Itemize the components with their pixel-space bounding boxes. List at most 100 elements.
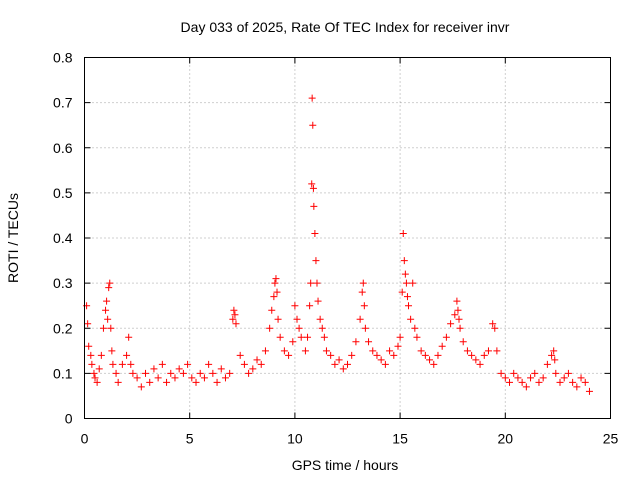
data-point [468,351,476,359]
data-point [289,338,297,346]
data-point [569,378,577,386]
data-point [150,365,158,373]
data-point [360,302,368,310]
y-tick-labels: 0 0.1 0.2 0.3 0.4 0.5 0.6 0.7 0.8 [53,50,73,427]
data-point [506,378,514,386]
data-point [240,360,248,368]
data-point [105,284,113,292]
data-point [411,324,419,332]
data-point [146,378,154,386]
data-point [221,374,229,382]
data-point [394,342,402,350]
data-point [434,351,442,359]
data-point [99,324,107,332]
data-point [236,351,244,359]
data-point [297,333,305,341]
data-point [310,202,318,210]
data-point [522,383,530,391]
y-tick-label: 0.1 [53,365,73,381]
data-point [539,374,547,382]
data-point [447,320,455,328]
data-point [133,374,141,382]
data-point [550,347,558,355]
data-point [142,369,150,377]
data-point [573,383,581,391]
data-point [249,365,257,373]
data-point [304,333,312,341]
data-point [154,374,162,382]
data-point [205,360,213,368]
data-point [514,374,522,382]
data-point [257,360,265,368]
y-tick-label: 0.5 [53,185,73,201]
data-point [426,356,434,364]
data-point [316,315,324,323]
data-point [108,347,116,355]
data-point [184,360,192,368]
data-point [377,356,385,364]
data-point [413,333,421,341]
data-point [230,306,238,314]
data-point [245,369,253,377]
y-tick-label: 0.8 [53,50,73,66]
data-point [564,369,572,377]
data-point [327,351,335,359]
data-point [407,315,415,323]
data-point [301,347,309,355]
data-point [442,333,450,341]
data-point [535,378,543,386]
data-point [97,351,105,359]
data-point [381,360,389,368]
data-point [192,378,200,386]
chart-title: Day 033 of 2025, Rate Of TEC Index for r… [181,19,510,35]
data-point [312,257,320,265]
data-point [358,288,366,296]
y-tick-label: 0.4 [53,230,73,246]
data-point [320,333,328,341]
x-axis-label: GPS time / hours [292,457,399,473]
data-point [200,374,208,382]
data-point [417,347,425,355]
data-point [463,347,471,355]
data-point [314,297,322,305]
data-point [491,324,499,332]
x-tick-label: 5 [186,431,194,447]
data-point [386,347,394,355]
data-point [102,306,110,314]
data-point [585,387,593,395]
data-point [85,342,93,350]
data-point [400,257,408,265]
data-point [309,121,317,129]
x-tick-label: 20 [498,431,514,447]
data-point [276,333,284,341]
data-point [556,378,564,386]
data-point [459,338,467,346]
data-point [188,374,196,382]
data-point [171,374,179,382]
data-point [409,279,417,287]
data-point [104,315,112,323]
data-point [476,360,484,368]
x-tick-labels: 0 5 10 15 20 25 [81,431,619,447]
data-point [560,374,568,382]
data-point [501,374,509,382]
data-point [551,356,559,364]
data-point [306,302,314,310]
data-point [106,279,114,287]
data-point [109,360,117,368]
data-points [83,94,593,395]
data-point [484,347,492,355]
data-point [307,279,315,287]
data-point [295,324,303,332]
data-point [196,369,204,377]
axis-ticks [84,57,611,419]
data-point [318,324,326,332]
data-point [403,293,411,301]
data-point [518,378,526,386]
data-point [226,369,234,377]
data-point [93,378,101,386]
data-point [107,324,115,332]
grid [84,57,611,419]
data-point [88,360,96,368]
